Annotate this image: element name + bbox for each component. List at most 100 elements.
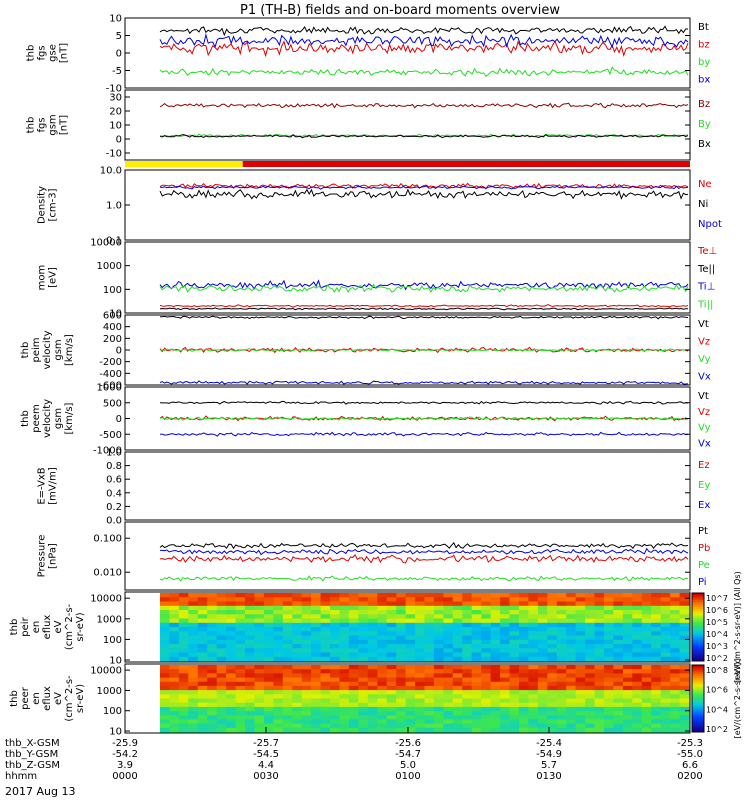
peer_eflux-cell <box>528 694 539 700</box>
peir_eflux-cell <box>273 631 284 637</box>
peer_eflux-cell <box>358 698 369 704</box>
peir_eflux-cell <box>311 597 322 603</box>
peer_eflux-cell <box>452 719 463 725</box>
vi_gsm-ylabel: peim <box>31 337 42 362</box>
peer_eflux-cell <box>462 685 473 691</box>
peir_eflux-cell <box>292 622 303 628</box>
pressure-legend-Pt: Pt <box>698 526 708 537</box>
peir_eflux-cell <box>547 648 558 654</box>
peir_eflux-cell <box>613 652 624 658</box>
peer_eflux-cell <box>169 727 180 733</box>
peir_eflux-cell <box>301 610 312 615</box>
peer_eflux-cell <box>367 669 378 674</box>
peer_eflux-cell <box>330 685 340 691</box>
peir_eflux-cell <box>178 597 189 603</box>
peir_eflux-cell <box>216 635 227 641</box>
peir_eflux-colorbar-step <box>692 629 704 633</box>
peer_eflux-cell <box>330 727 340 733</box>
peir_eflux-cell <box>500 593 511 598</box>
peer_eflux-cell <box>604 715 614 721</box>
temperature-ytick-label: 1000 <box>97 261 122 272</box>
peer_eflux-cell <box>292 723 303 729</box>
peer_eflux-cell <box>160 677 170 683</box>
ve_gsm-ytick-label: 1000 <box>97 383 122 394</box>
peer_eflux-cell <box>462 681 473 687</box>
peer_eflux-cell <box>188 669 199 674</box>
peer_eflux-cell <box>405 665 416 670</box>
peer_eflux-cell <box>197 673 208 679</box>
peir_eflux-cell <box>537 656 548 662</box>
peir_eflux-cell <box>330 635 340 641</box>
density-ytick-label: 10.0 <box>100 166 122 177</box>
peer_eflux-cell <box>169 690 180 695</box>
peer_eflux-cell <box>566 673 577 679</box>
peir_eflux-cell <box>235 593 246 598</box>
peir_eflux-cell <box>585 610 596 615</box>
peer_eflux-cell <box>226 681 237 687</box>
peir_eflux-cell <box>613 618 624 624</box>
peer_eflux-cell <box>433 673 444 679</box>
peir_eflux-cell <box>575 639 586 645</box>
peer_eflux-cell <box>178 669 189 674</box>
peir_eflux-cell <box>282 597 293 603</box>
peir_eflux-cell <box>452 601 463 607</box>
peir_eflux-cell <box>216 622 227 628</box>
peer_eflux-cell <box>679 706 690 712</box>
peer_eflux-colorbar-step <box>692 678 704 682</box>
peir_eflux-cell <box>160 622 170 628</box>
peer_eflux-cell <box>528 673 539 679</box>
peer_eflux-cell <box>263 706 274 712</box>
peir_eflux-cell <box>320 648 331 654</box>
peer_eflux-cell <box>471 677 482 683</box>
peer_eflux-cell <box>594 690 605 695</box>
peer_eflux-cell <box>386 677 397 683</box>
peer_eflux-cell <box>604 706 614 712</box>
peer_eflux-cell <box>537 715 548 721</box>
x-axis-annotations: thb_X-GSM -25.9 -25.7 -25.6 -25.4 -25.3thb_Y-… <box>5 727 703 782</box>
peir_eflux-cell <box>509 639 520 645</box>
peer_eflux-cell <box>188 723 199 729</box>
peer_eflux-cell <box>282 719 293 725</box>
x-row-label: thb_Z-GSM <box>5 760 60 771</box>
peir_eflux-cell <box>594 605 605 611</box>
peir_eflux-cell <box>226 622 237 628</box>
peir_eflux-cell <box>604 652 614 658</box>
peir_eflux-cell <box>424 627 435 632</box>
peir_eflux-cell <box>670 627 681 632</box>
peir_eflux-colorbar-tick: 10^7 <box>706 594 728 603</box>
peir_eflux-cell <box>594 631 605 637</box>
peir_eflux-cell <box>660 622 671 628</box>
peir_eflux-cell <box>500 601 511 607</box>
peer_eflux-cell <box>263 694 274 700</box>
peir_eflux-cell <box>537 601 548 607</box>
x-tick-label: 0000 <box>112 771 137 782</box>
peir_eflux-cell <box>197 622 208 628</box>
peir_eflux-cell <box>462 618 473 624</box>
peir_eflux-cell <box>575 597 586 603</box>
peer_eflux-cell <box>254 677 265 683</box>
peer_eflux-cell <box>670 665 681 670</box>
peer_eflux-cell <box>519 715 529 721</box>
peir_eflux-cell <box>651 639 662 645</box>
peer_eflux-cell <box>651 715 662 721</box>
peer_eflux-cell <box>641 685 652 691</box>
peir_eflux-cell <box>641 622 652 628</box>
peer_eflux-colorbar-step <box>692 725 704 729</box>
peer_eflux-cell <box>169 681 180 687</box>
peer_eflux-cell <box>330 706 340 712</box>
peir_eflux-cell <box>339 610 350 615</box>
peir_eflux-cell <box>424 631 435 637</box>
peir_eflux-cell <box>282 639 293 645</box>
peir_eflux-cell <box>575 610 586 615</box>
peir_eflux-cell <box>415 627 426 632</box>
peir_eflux-colorbar-tick: 10^6 <box>706 606 728 615</box>
peer_eflux-cell <box>632 723 643 729</box>
peer_eflux-cell <box>178 690 189 695</box>
peer_eflux-cell <box>311 694 322 700</box>
peir_eflux-cell <box>358 610 369 615</box>
peir_eflux-cell <box>490 631 501 637</box>
peir_eflux-cell <box>519 631 529 637</box>
peir_eflux-cell <box>348 618 359 624</box>
peir_eflux-cell <box>245 614 255 620</box>
peer_eflux-cell <box>575 673 586 679</box>
